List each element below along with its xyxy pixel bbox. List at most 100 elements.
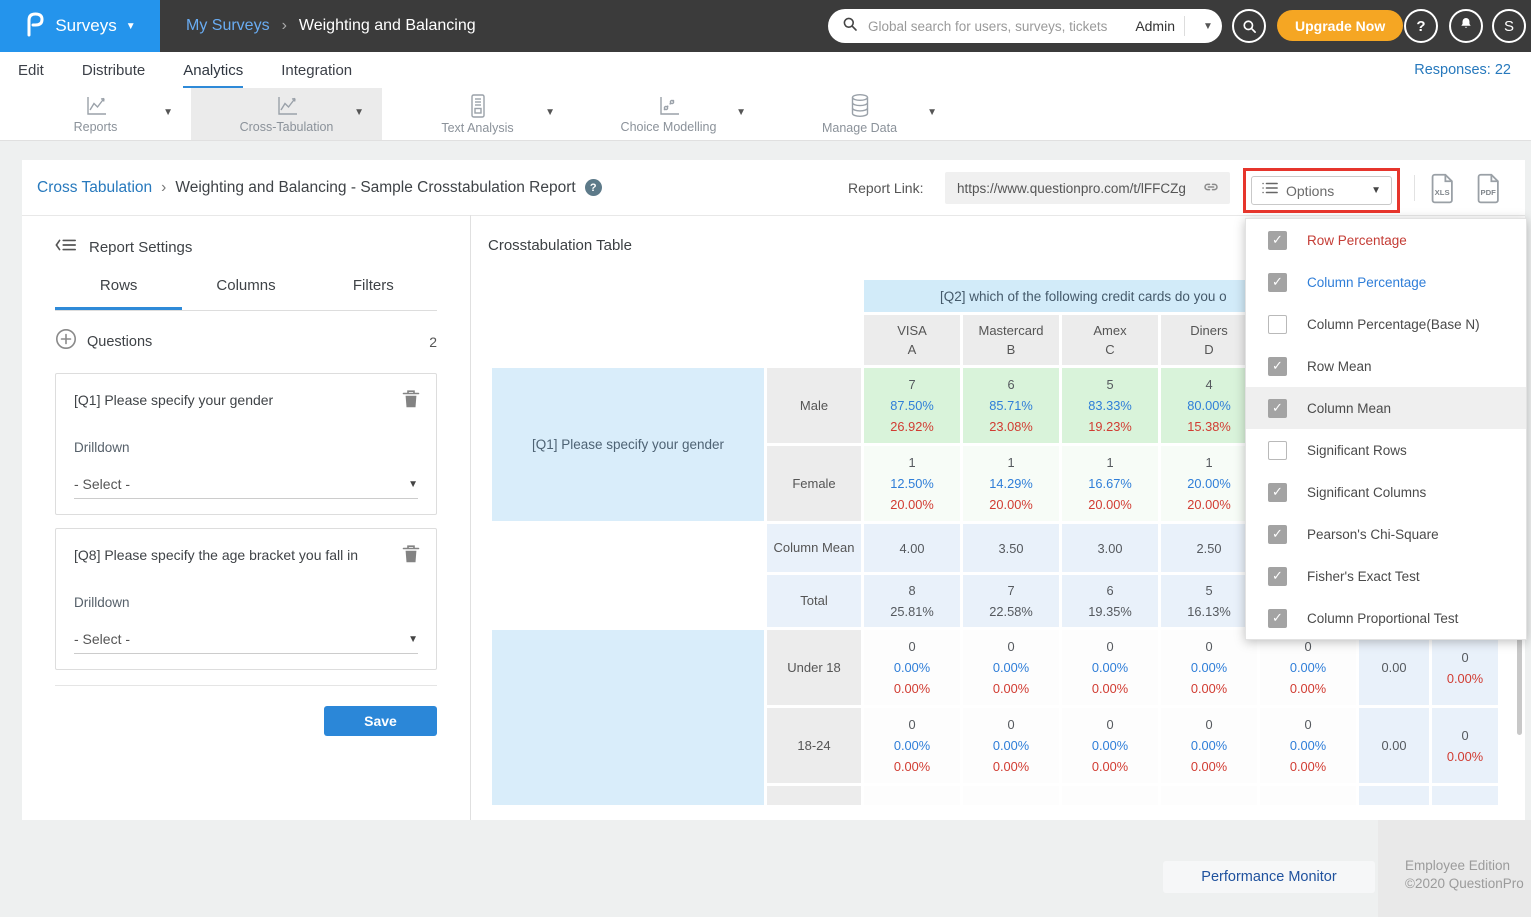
toolbar-tab-manage-data[interactable]: Manage Data▼ — [764, 88, 955, 140]
cell-value: 23.08% — [989, 416, 1032, 437]
row-mean-cell: 0.00 — [1359, 630, 1429, 705]
add-question-button[interactable] — [55, 328, 77, 355]
report-settings-header[interactable]: Report Settings — [55, 237, 192, 257]
options-menu-item-row-mean[interactable]: ✓Row Mean — [1246, 345, 1526, 387]
search-submit-button[interactable] — [1232, 9, 1266, 43]
checkbox-icon[interactable]: ✓ — [1268, 483, 1287, 502]
cell-value: 0.00% — [1447, 668, 1483, 689]
save-button[interactable]: Save — [324, 706, 437, 736]
options-menu-item-significant-columns[interactable]: ✓ Significant Columns — [1246, 471, 1526, 513]
checkbox-icon[interactable] — [1268, 315, 1287, 334]
cross-tabulation-link[interactable]: Cross Tabulation — [37, 179, 152, 197]
nav-tab-integration[interactable]: Integration — [281, 52, 352, 88]
chevron-down-icon[interactable]: ▼ — [163, 107, 173, 118]
drilldown-select[interactable]: - Select -▼ — [74, 470, 418, 499]
cell-value: 0.00% — [1447, 746, 1483, 767]
options-menu-item-label: Significant Columns — [1307, 485, 1426, 500]
notifications-button[interactable] — [1449, 9, 1483, 43]
breadcrumb-my-surveys[interactable]: My Surveys — [186, 17, 270, 35]
report-link-input[interactable]: https://www.questionpro.com/t/lFFCZg — [945, 172, 1230, 204]
cell-value: 1 — [1106, 452, 1113, 473]
drilldown-select[interactable]: - Select -▼ — [74, 625, 418, 654]
cell-value: 0.00% — [894, 735, 930, 756]
toolbar-tab-cross-tabulation[interactable]: Cross-Tabulation▼ — [191, 88, 382, 140]
row-mean-cell — [1359, 786, 1429, 805]
checkbox-icon[interactable]: ✓ — [1268, 357, 1287, 376]
checkbox-icon[interactable]: ✓ — [1268, 567, 1287, 586]
checkbox-icon[interactable]: ✓ — [1268, 273, 1287, 292]
toolbar-tab-reports[interactable]: Reports▼ — [0, 88, 191, 140]
database-icon — [848, 93, 872, 119]
toolbar-tab-text-analysis[interactable]: Text Analysis▼ — [382, 88, 573, 140]
avatar[interactable]: S — [1492, 9, 1526, 43]
list-icon — [1262, 181, 1278, 200]
cell-value: 0.00% — [1092, 735, 1128, 756]
options-menu-item-row-percentage[interactable]: ✓Row Percentage — [1246, 219, 1526, 261]
options-button[interactable]: Options ▼ — [1251, 176, 1392, 205]
export-pdf-button[interactable]: PDF — [1474, 173, 1504, 205]
export-xls-button[interactable]: XLS — [1428, 173, 1458, 205]
nav-tab-edit[interactable]: Edit — [18, 52, 44, 88]
report-title: Weighting and Balancing - Sample Crossta… — [175, 179, 575, 197]
collapse-panel-icon[interactable] — [55, 237, 77, 257]
cell-value: 5 — [1205, 580, 1212, 601]
trash-icon[interactable] — [402, 389, 420, 414]
chevron-down-icon[interactable]: ▼ — [354, 107, 364, 118]
search-scope-dropdown[interactable]: ▼ — [1194, 21, 1222, 32]
cell-value: 4.00 — [900, 538, 925, 559]
report-settings-panel: Report Settings RowsColumnsFilters Quest… — [22, 215, 471, 820]
cell-value: 0 — [1007, 636, 1014, 657]
questions-label: Questions — [87, 334, 419, 350]
nav-tab-analytics[interactable]: Analytics — [183, 52, 243, 88]
options-menu-item-fisher-s-exact-test[interactable]: ✓Fisher's Exact Test — [1246, 555, 1526, 597]
column-name: Mastercard — [978, 321, 1043, 340]
tab-rows[interactable]: Rows — [55, 277, 182, 310]
options-menu-item-column-mean[interactable]: ✓Column Mean — [1246, 387, 1526, 429]
question-card: [Q8] Please specify the age bracket you … — [55, 528, 437, 670]
cell-value: 0 — [1205, 714, 1212, 735]
help-button[interactable]: ? — [1404, 9, 1438, 43]
data-cell: 114.29%20.00% — [963, 446, 1059, 521]
checkbox-icon[interactable]: ✓ — [1268, 231, 1287, 250]
product-label: Surveys — [55, 16, 116, 36]
options-menu-item-column-percentage-base-n[interactable]: Column Percentage(Base N) — [1246, 303, 1526, 345]
options-menu-item-significant-rows[interactable]: Significant Rows — [1246, 429, 1526, 471]
performance-monitor-link[interactable]: Performance Monitor — [1163, 861, 1375, 893]
product-switcher[interactable]: Surveys ▼ — [0, 0, 160, 52]
checkbox-icon[interactable]: ✓ — [1268, 399, 1287, 418]
chevron-down-icon[interactable]: ▼ — [927, 107, 937, 118]
data-cell: 00.00%0.00% — [1062, 630, 1158, 705]
help-icon[interactable]: ? — [585, 179, 602, 196]
trash-icon[interactable] — [402, 544, 420, 569]
checkbox-icon[interactable]: ✓ — [1268, 609, 1287, 628]
row-total-cell: 00.00% — [1432, 708, 1498, 783]
search-icon — [842, 16, 858, 37]
link-icon[interactable] — [1202, 178, 1220, 199]
chevron-down-icon[interactable]: ▼ — [545, 107, 555, 118]
checkbox-icon[interactable] — [1268, 441, 1287, 460]
options-menu-item-column-percentage[interactable]: ✓Column Percentage — [1246, 261, 1526, 303]
search-input[interactable]: Global search for users, surveys, ticket… — [868, 19, 1135, 34]
data-cell: 00.00%0.00% — [1161, 630, 1257, 705]
options-menu-item-pearson-s-chi-square[interactable]: ✓Pearson's Chi-Square — [1246, 513, 1526, 555]
cell-value: 87.50% — [890, 395, 933, 416]
top-bar: Surveys ▼ My Surveys › Weighting and Bal… — [0, 0, 1531, 52]
row-label-cell: Female — [767, 446, 861, 521]
report-link-url[interactable]: https://www.questionpro.com/t/lFFCZg — [957, 181, 1202, 196]
chevron-down-icon[interactable]: ▼ — [736, 107, 746, 118]
cell-value: 0.00% — [894, 678, 930, 699]
nav-tab-distribute[interactable]: Distribute — [82, 52, 145, 88]
data-cell — [1161, 786, 1257, 805]
cell-value: 0.00% — [1290, 735, 1326, 756]
checkbox-icon[interactable]: ✓ — [1268, 525, 1287, 544]
breadcrumb-separator: › — [161, 179, 166, 197]
cell-value: 12.50% — [890, 473, 933, 494]
global-search[interactable]: Global search for users, surveys, ticket… — [828, 9, 1222, 43]
tab-filters[interactable]: Filters — [310, 277, 437, 310]
toolbar-tab-choice-modelling[interactable]: Choice Modelling▼ — [573, 88, 764, 140]
tab-columns[interactable]: Columns — [182, 277, 309, 310]
options-menu-item-column-proportional-test[interactable]: ✓Column Proportional Test — [1246, 597, 1526, 639]
upgrade-now-button[interactable]: Upgrade Now — [1277, 10, 1403, 41]
column-code: C — [1105, 340, 1114, 359]
row-label-cell — [767, 786, 861, 805]
